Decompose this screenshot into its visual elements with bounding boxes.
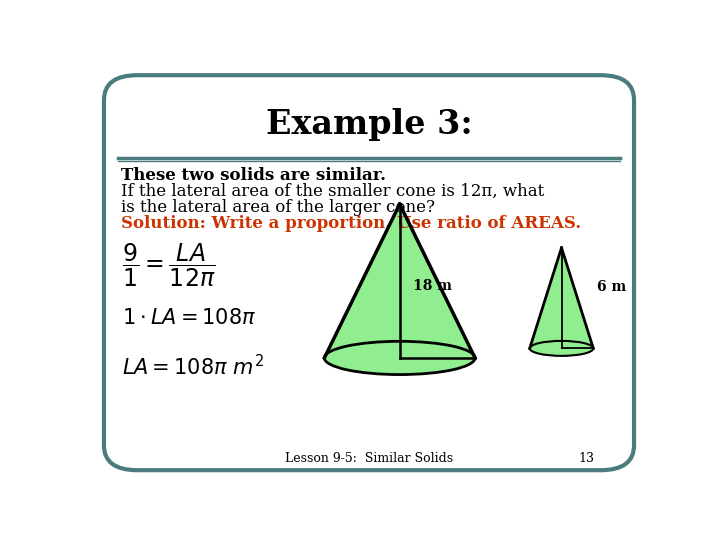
Text: $1 \cdot LA = 108\pi$: $1 \cdot LA = 108\pi$: [122, 308, 256, 328]
FancyBboxPatch shape: [104, 75, 634, 470]
Text: 13: 13: [578, 452, 594, 465]
Text: These two solids are similar.: These two solids are similar.: [121, 167, 386, 184]
Ellipse shape: [325, 341, 475, 375]
Ellipse shape: [530, 341, 593, 356]
Polygon shape: [530, 248, 593, 348]
Text: Example 3:: Example 3:: [266, 109, 472, 141]
Text: is the lateral area of the larger cone?: is the lateral area of the larger cone?: [121, 199, 435, 215]
Text: Lesson 9-5:  Similar Solids: Lesson 9-5: Similar Solids: [285, 452, 453, 465]
Text: If the lateral area of the smaller cone is 12π, what: If the lateral area of the smaller cone …: [121, 183, 544, 200]
Text: 6 m: 6 m: [597, 280, 626, 294]
Polygon shape: [324, 204, 475, 358]
Text: $\dfrac{9}{1} = \dfrac{LA}{12\pi}$: $\dfrac{9}{1} = \dfrac{LA}{12\pi}$: [122, 241, 216, 289]
Text: Solution: Write a proportion. Use ratio of AREAS.: Solution: Write a proportion. Use ratio …: [121, 215, 581, 232]
Text: 18 m: 18 m: [413, 279, 451, 293]
Text: $LA = 108\pi\ m^{2}$: $LA = 108\pi\ m^{2}$: [122, 354, 264, 379]
